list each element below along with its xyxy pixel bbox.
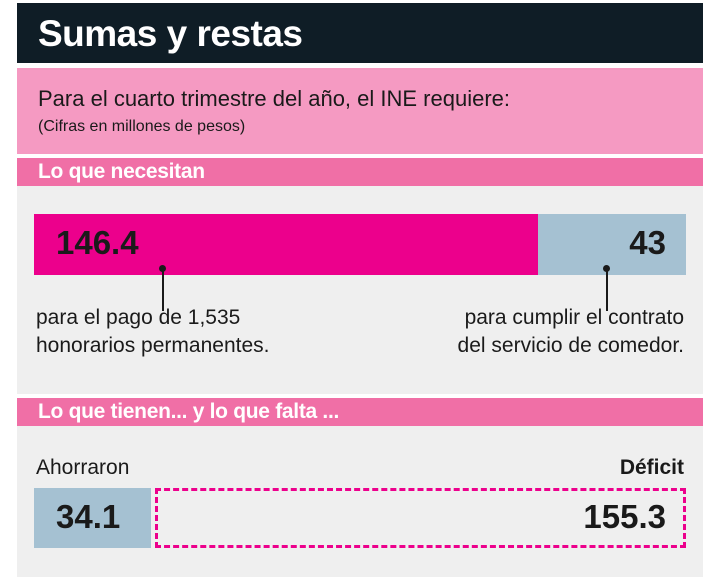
section-label: Lo que necesitan — [38, 160, 205, 183]
bar-segment-honorarios — [34, 214, 538, 275]
label-deficit: Déficit — [619, 456, 684, 479]
leader-dot-comedor — [603, 265, 610, 272]
leader-dot-honorarios — [159, 265, 166, 272]
caption-line: honorarios permanentes. — [36, 334, 270, 357]
caption-line: del servicio de comedor. — [457, 334, 684, 357]
page-title: Sumas y restas — [38, 13, 303, 54]
bar-segment-deficit — [155, 488, 686, 548]
caption-line: para cumplir el contrato — [464, 306, 684, 329]
section-label: Lo que tienen... y lo que falta ... — [38, 400, 340, 423]
label-ahorraron: Ahorraron — [36, 456, 130, 479]
needs-panel: 146.4 43 para el pago de 1,535 honorario… — [17, 186, 703, 394]
data-label-comedor: 43 — [629, 224, 666, 261]
intro-text: Para el cuarto trimestre del año, el INE… — [38, 86, 511, 111]
section-header-needs: Lo que necesitan — [17, 158, 703, 186]
section-header-balance: Lo que tienen... y lo que falta ... — [17, 398, 703, 426]
caption-honorarios: para el pago de 1,535 honorarios permane… — [36, 304, 269, 360]
data-label-ahorraron: 34.1 — [56, 498, 121, 535]
title-bar: Sumas y restas — [17, 3, 703, 63]
balance-panel: Ahorraron Déficit 34.1 155.3 — [17, 426, 703, 577]
leader-line-honorarios — [162, 268, 164, 311]
caption-comedor: para cumplir el contrato del servicio de… — [458, 304, 684, 360]
data-label-honorarios: 146.4 — [56, 224, 139, 261]
intro-box: Para el cuarto trimestre del año, el INE… — [17, 68, 703, 154]
caption-line: para el pago de 1,535 — [36, 306, 241, 329]
data-label-deficit: 155.3 — [583, 498, 666, 535]
bar-segment-ahorraron — [34, 488, 151, 548]
units-note: (Cifras en millones de pesos) — [38, 118, 246, 135]
bar-segment-comedor — [538, 214, 686, 275]
leader-line-comedor — [606, 268, 608, 311]
